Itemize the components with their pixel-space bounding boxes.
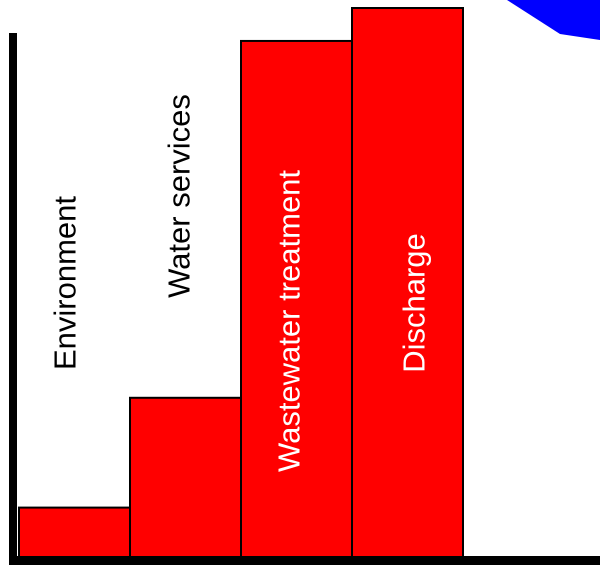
bar-labels-layer: Environment Water services Wastewater trea…	[48, 94, 432, 472]
x-axis-line	[9, 556, 600, 565]
category-label-discharge: Discharge	[397, 233, 432, 373]
bar-water-services	[129, 396, 242, 559]
category-label-water-services: Water services	[162, 94, 197, 298]
category-label-environment: Environment	[48, 196, 83, 370]
y-axis-line	[9, 33, 17, 563]
bars-layer	[18, 7, 464, 559]
corner-accent-shape	[507, 0, 600, 40]
category-label-wastewater-treatment: Wastewater treatment	[272, 170, 307, 472]
bar-discharge	[351, 7, 464, 558]
bar-wastewater-treatment	[240, 39, 353, 558]
bar-environment	[18, 506, 131, 558]
